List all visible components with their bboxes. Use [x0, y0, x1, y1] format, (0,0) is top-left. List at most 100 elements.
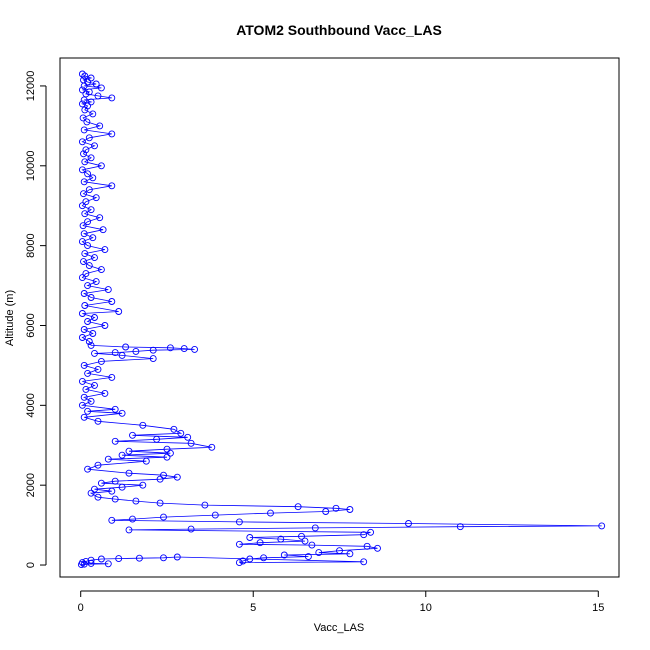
data-point — [363, 542, 371, 550]
data-point — [92, 80, 100, 88]
y-axis-label: Altitude (m) — [4, 290, 16, 346]
data-point — [367, 528, 375, 536]
data-point — [97, 162, 105, 170]
y-tick-label: 2000 — [25, 473, 37, 497]
data-point — [85, 88, 93, 96]
data-point — [235, 518, 243, 526]
data-point — [94, 92, 102, 100]
data-point — [84, 282, 92, 290]
data-point — [97, 479, 105, 487]
data-point — [78, 334, 86, 341]
data-point — [85, 262, 93, 270]
data-point — [89, 234, 97, 242]
data-point — [85, 186, 93, 194]
x-tick-label: 0 — [78, 602, 84, 614]
data-point — [80, 82, 88, 90]
data-point — [111, 495, 119, 503]
data-point — [129, 431, 136, 439]
data-point — [87, 294, 95, 301]
data-point — [156, 475, 164, 483]
data-point — [173, 473, 181, 481]
data-point — [332, 504, 340, 512]
data-point — [108, 130, 116, 138]
data-point — [91, 381, 98, 389]
data-point — [84, 218, 92, 226]
data-point — [101, 322, 109, 329]
data-point — [96, 122, 104, 130]
data-point — [239, 557, 247, 565]
data-point — [89, 174, 97, 182]
data-point — [91, 485, 98, 493]
data-point — [80, 393, 88, 401]
data-point — [360, 531, 368, 539]
data-point — [139, 421, 147, 429]
data-point — [81, 72, 89, 80]
data-point — [277, 535, 285, 543]
x-axis-ticks: 0 5 10 15 — [78, 591, 604, 614]
data-point — [82, 146, 90, 154]
data-point — [108, 182, 116, 190]
data-point — [598, 522, 606, 530]
data-point — [201, 501, 209, 509]
data-point — [139, 481, 147, 489]
data-point — [97, 555, 105, 563]
data-point — [92, 278, 100, 286]
data-point — [87, 559, 95, 567]
data-point — [78, 202, 86, 210]
data-point — [87, 556, 95, 564]
data-point — [81, 250, 89, 258]
data-point — [177, 429, 185, 437]
data-point — [346, 550, 354, 558]
data-point — [405, 520, 412, 527]
data-point — [208, 443, 216, 451]
y-tick-label: 0 — [25, 562, 37, 568]
data-point — [97, 357, 105, 365]
data-point — [104, 286, 112, 294]
data-point — [108, 487, 116, 495]
x-axis-label: Vacc_LAS — [314, 622, 365, 634]
data-point — [125, 469, 133, 477]
data-point — [81, 302, 89, 309]
data-point — [78, 377, 86, 385]
data-point — [87, 397, 95, 405]
data-point — [94, 461, 102, 469]
plot-frame — [59, 57, 620, 578]
data-point — [80, 150, 87, 158]
chart-title: ATOM2 Southbound Vacc_LAS — [236, 22, 442, 38]
data-point — [80, 178, 88, 186]
data-point — [108, 373, 116, 381]
data-point — [129, 515, 136, 523]
data-point — [87, 74, 95, 82]
y-tick-label: 8000 — [25, 233, 37, 257]
data-point — [163, 453, 171, 461]
data-point — [77, 561, 85, 569]
data-point — [160, 554, 167, 562]
data-point — [135, 554, 143, 562]
data-point — [301, 537, 309, 545]
y-tick-label: 10000 — [25, 150, 37, 181]
data-point — [84, 318, 92, 325]
data-point — [97, 84, 105, 92]
data-point — [89, 330, 97, 337]
data-point — [153, 435, 161, 443]
y-tick-label: 6000 — [25, 313, 37, 337]
data-point — [108, 298, 116, 305]
data-point — [83, 118, 91, 126]
data-point — [111, 405, 119, 413]
data-point — [99, 226, 107, 234]
data-point — [246, 534, 254, 541]
data-point — [125, 526, 133, 534]
data-point — [160, 513, 167, 521]
data-point — [149, 355, 157, 363]
data-point — [94, 493, 102, 501]
x-tick-label: 5 — [250, 602, 256, 614]
data-point — [132, 497, 140, 505]
data-point — [115, 308, 123, 315]
data-point — [160, 471, 167, 479]
data-point — [78, 401, 86, 409]
data-point — [87, 206, 95, 214]
data-point — [260, 554, 268, 562]
data-point — [78, 138, 86, 146]
data-point — [311, 524, 319, 532]
data-point — [180, 345, 188, 353]
